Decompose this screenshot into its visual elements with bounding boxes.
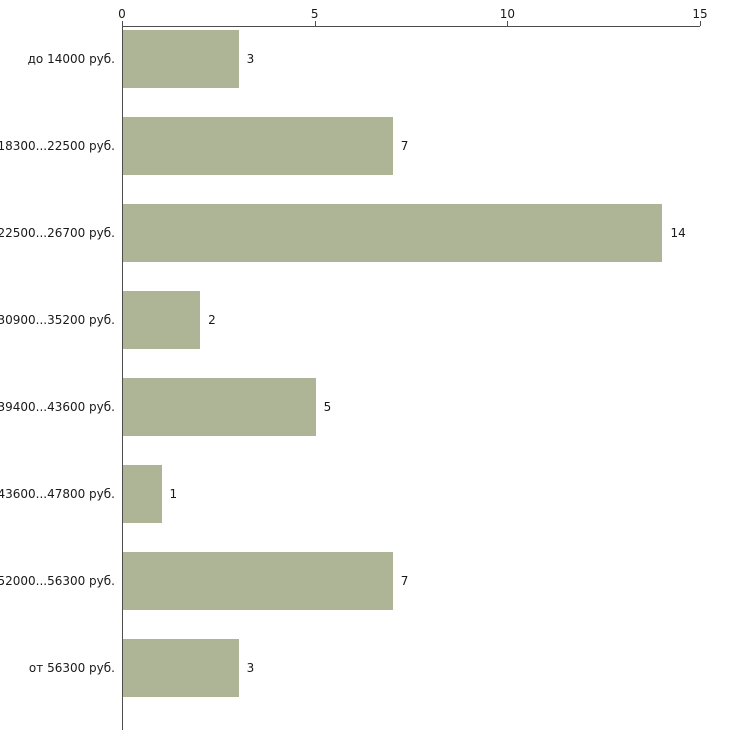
x-axis-tick (314, 21, 316, 26)
x-axis-tick-label: 5 (310, 7, 319, 21)
category-label: до 14000 руб. (27, 52, 115, 66)
bar-4 (123, 291, 201, 349)
bar-2 (123, 117, 393, 175)
value-label: 3 (246, 52, 255, 66)
category-label: от 56300 руб. (28, 661, 115, 675)
bar-3 (123, 204, 663, 262)
value-label: 7 (400, 574, 409, 588)
value-label: 7 (400, 139, 409, 153)
bar-5 (123, 378, 316, 436)
value-label: 1 (169, 487, 178, 501)
x-axis-tick-label: 10 (499, 7, 515, 21)
bar-8 (123, 639, 239, 697)
category-label: 52000...56300 руб. (0, 574, 115, 588)
value-label: 2 (208, 313, 216, 327)
x-axis-tick (507, 21, 509, 26)
x-axis-tick-label: 15 (692, 7, 708, 21)
category-label: 30900...35200 руб. (0, 313, 115, 327)
category-label: 39400...43600 руб. (0, 400, 115, 414)
x-axis-tick (700, 21, 701, 26)
bar-7 (123, 552, 393, 610)
value-label: 3 (246, 661, 255, 675)
category-label: 22500...26700 руб. (0, 226, 115, 240)
value-label: 14 (670, 226, 686, 240)
y-axis-line (122, 26, 123, 730)
value-label: 5 (323, 400, 332, 414)
x-axis-line (122, 26, 700, 27)
bar-1 (123, 30, 239, 88)
x-axis-tick (122, 21, 123, 26)
category-label: 43600...47800 руб. (0, 487, 115, 501)
category-label: 18300...22500 руб. (0, 139, 115, 153)
x-axis-tick-label: 0 (118, 7, 126, 21)
bar-6 (123, 465, 162, 523)
